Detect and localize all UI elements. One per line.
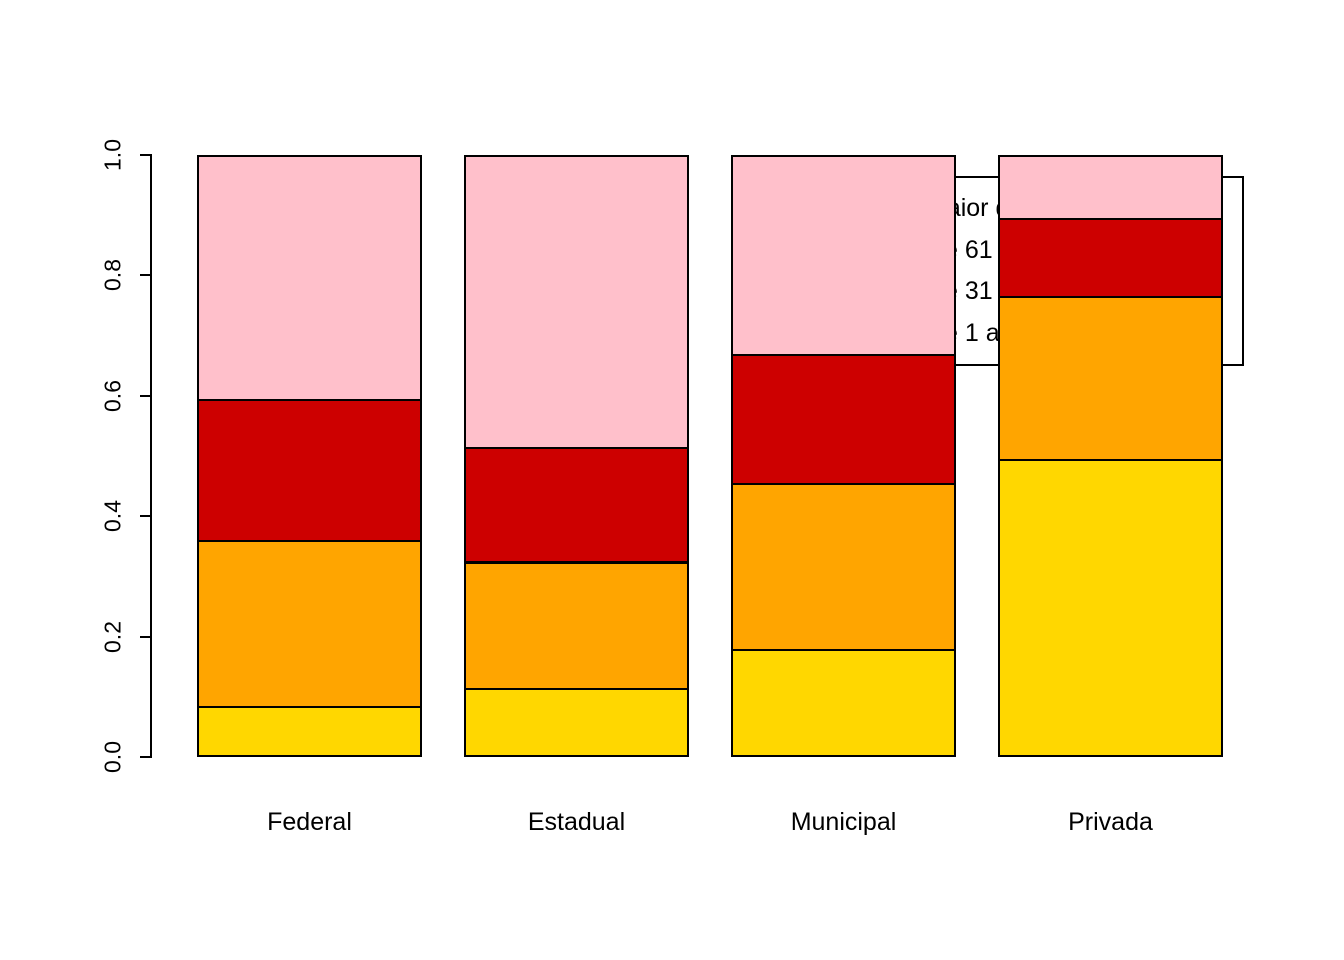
bar-segment bbox=[998, 296, 1223, 461]
y-axis-tick bbox=[140, 635, 150, 638]
y-axis-tick bbox=[140, 154, 150, 156]
bar-segment bbox=[197, 155, 422, 401]
y-tick-label: 0.8 bbox=[99, 259, 126, 292]
y-tick-label: 0.2 bbox=[99, 620, 126, 653]
x-category-label: Municipal bbox=[790, 808, 897, 836]
y-axis-tick bbox=[140, 274, 150, 277]
y-tick-label: 0.0 bbox=[99, 741, 126, 773]
bar-segment bbox=[998, 218, 1223, 298]
bar-segment bbox=[731, 155, 956, 356]
bar-segment bbox=[197, 706, 422, 757]
bar-municipal bbox=[731, 155, 956, 757]
y-axis-tick bbox=[140, 756, 150, 758]
bar-segment bbox=[464, 562, 689, 690]
bar-segment bbox=[464, 688, 689, 757]
x-category-label: Federal bbox=[267, 808, 352, 836]
bar-segment bbox=[998, 155, 1223, 220]
bar-segment bbox=[731, 354, 956, 485]
y-tick-label: 0.4 bbox=[99, 500, 126, 533]
bar-segment bbox=[197, 399, 422, 542]
bar-segment bbox=[998, 459, 1223, 757]
y-axis bbox=[150, 154, 152, 758]
bar-privada bbox=[998, 155, 1223, 757]
bar-segment bbox=[197, 540, 422, 708]
y-tick-label: 0.6 bbox=[99, 379, 126, 412]
bar-segment bbox=[464, 447, 689, 563]
bar-segment bbox=[731, 483, 956, 651]
x-category-label: Privada bbox=[1068, 808, 1153, 836]
x-category-label: Estadual bbox=[527, 808, 626, 836]
bar-estadual bbox=[464, 155, 689, 757]
y-axis-tick bbox=[140, 515, 150, 518]
y-tick-label: 1.0 bbox=[99, 139, 126, 171]
bar-federal bbox=[197, 155, 422, 757]
bar-segment bbox=[464, 155, 689, 449]
bar-segment bbox=[731, 649, 956, 757]
y-axis-tick bbox=[140, 394, 150, 397]
